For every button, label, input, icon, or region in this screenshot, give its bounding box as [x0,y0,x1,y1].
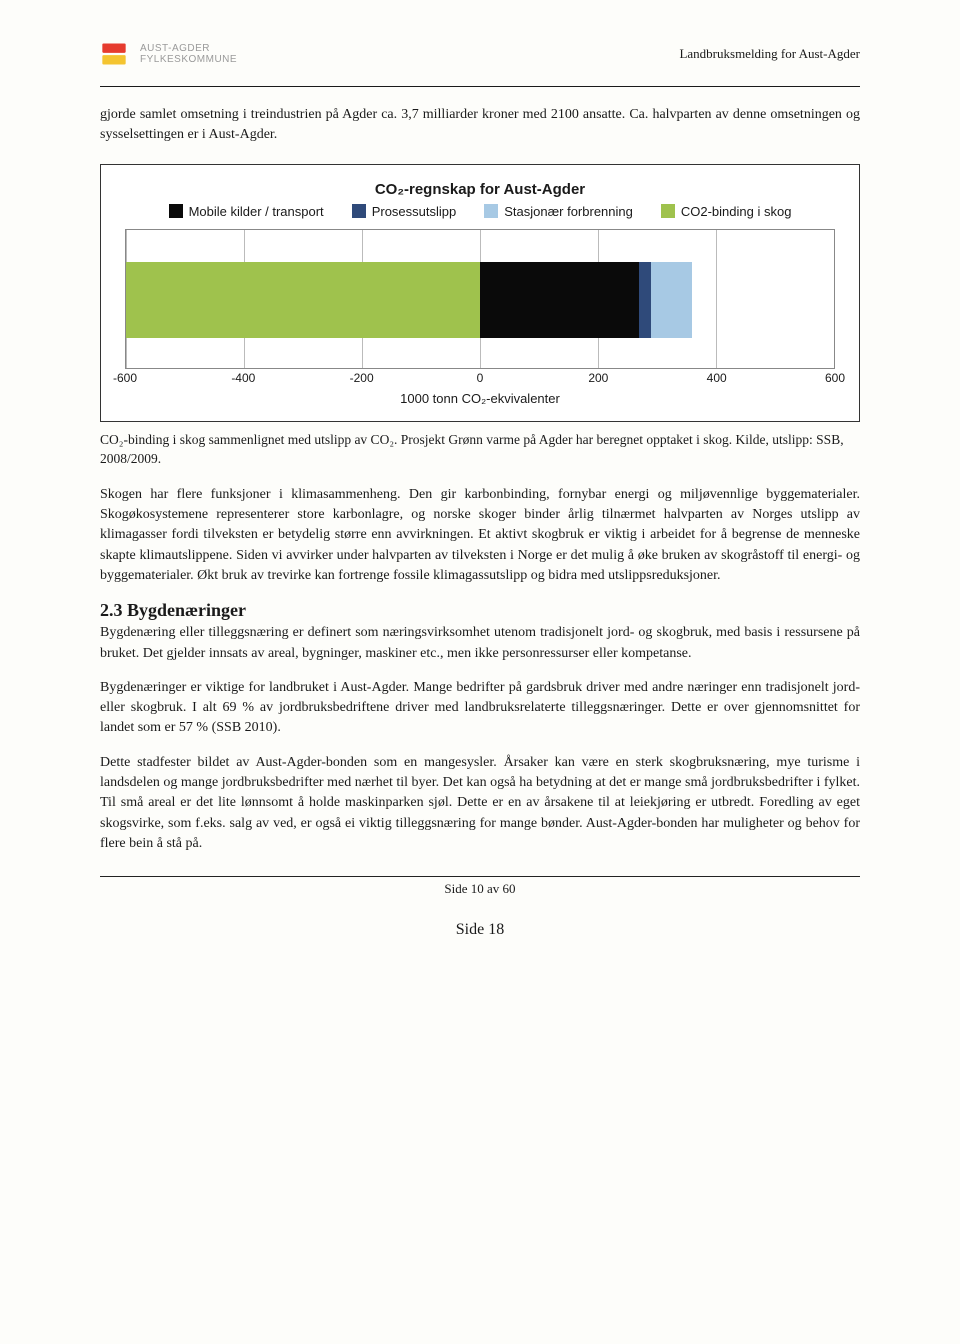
outer-page-number: Side 18 [100,921,860,939]
paragraph-forest: Skogen har flere funksjoner i klimasamme… [100,485,860,586]
tick-label: 400 [707,371,727,385]
chart-x-label: 1000 tonn CO₂-ekvivalenter [121,391,839,406]
page-header: AUST-AGDER FYLKESKOMMUNE Landbruksmeldin… [100,40,860,72]
chart-x-ticks: -600-400-2000200400600 [125,371,835,389]
legend-item: Stasjonær forbrenning [484,204,633,219]
tick-label: 0 [477,371,484,385]
org-line-1: AUST-AGDER [140,43,237,54]
tick-label: 600 [825,371,845,385]
legend-label: Mobile kilder / transport [189,204,324,219]
tick-label: -200 [350,371,374,385]
chart-plot [125,229,835,369]
chart-title: CO₂-regnskap for Aust-Agder [121,181,839,198]
bar-segment [639,262,651,338]
legend-item: Mobile kilder / transport [169,204,324,219]
gridline [834,230,835,368]
tick-label: 200 [588,371,608,385]
section-number: 2.3 [100,600,123,620]
document-page: AUST-AGDER FYLKESKOMMUNE Landbruksmeldin… [0,0,960,1344]
legend-label: CO2-binding i skog [681,204,792,219]
legend-swatch [484,204,498,218]
chart-caption: CO₂-binding i skog sammenlignet med utsl… [100,430,860,469]
bar-segment [480,262,639,338]
section-p3: Dette stadfester bildet av Aust-Agder-bo… [100,753,860,854]
bar-segment [126,262,480,338]
bar-segment [651,262,692,338]
section-title: Bygdenæringer [127,600,246,620]
legend-label: Stasjonær forbrenning [504,204,633,219]
footer-rule [100,876,860,877]
co2-chart: CO₂-regnskap for Aust-Agder Mobile kilde… [100,164,860,422]
legend-label: Prosessutslipp [372,204,457,219]
chart-legend: Mobile kilder / transport Prosessutslipp S… [121,204,839,219]
org-line-2: FYLKESKOMMUNE [140,54,237,65]
intro-paragraph: gjorde samlet omsetning i treindustrien … [100,105,860,146]
section-p1: Bygdenæring eller tilleggsnæring er defi… [100,623,860,664]
legend-item: CO2-binding i skog [661,204,792,219]
org-name: AUST-AGDER FYLKESKOMMUNE [140,43,237,65]
header-rule [100,86,860,87]
fylke-logo-icon [100,40,128,68]
inner-page-number: Side 10 av 60 [100,881,860,897]
tick-label: -600 [113,371,137,385]
legend-swatch [169,204,183,218]
legend-swatch [352,204,366,218]
legend-swatch [661,204,675,218]
legend-item: Prosessutslipp [352,204,457,219]
section-p2: Bygdenæringer er viktige for landbruket … [100,678,860,739]
tick-label: -400 [231,371,255,385]
chart-plot-area: -600-400-2000200400600 1000 tonn CO₂-ekv… [121,229,839,409]
section-heading: 2.3 Bygdenæringer [100,600,860,621]
document-title: Landbruksmelding for Aust-Agder [679,46,860,62]
gridline [716,230,717,368]
